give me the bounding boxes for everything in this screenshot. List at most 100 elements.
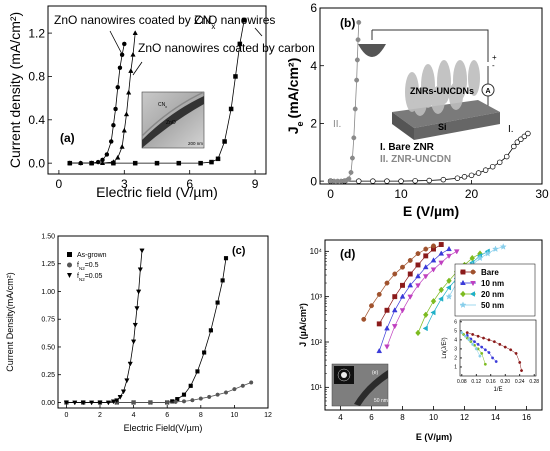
panel-b-ylabel-main: J — [285, 126, 301, 134]
panel-d-series-2-point — [422, 264, 429, 270]
panel-b-series-1-point — [348, 170, 354, 175]
panel-a-series-1-point — [128, 68, 134, 73]
panel-d-series-6-point — [499, 243, 507, 250]
panel-c-series-1-point — [173, 399, 178, 404]
panel-c-series-1-point — [215, 392, 220, 397]
panel-c-series-2-point — [110, 399, 117, 405]
panel-a-ytick-label: 1.2 — [28, 26, 45, 40]
panel-a-arrow-carbon — [132, 61, 143, 76]
panel-d-series-3-point — [384, 344, 390, 350]
panel-d-legend-marker — [459, 301, 467, 308]
panel-c-series-2-point — [137, 267, 143, 273]
panel-c-series-1-point — [148, 400, 153, 405]
panel-c-series-2-point — [72, 400, 78, 406]
panel-c-legend-fn2-05: fN2=0.5 — [77, 262, 99, 271]
panel-d-inset-series-0-point — [471, 333, 475, 336]
panel-c-series-2-point — [130, 339, 137, 345]
panel-d-series — [361, 242, 507, 354]
panel-d-inset-xtick-label: 0.20 — [500, 379, 510, 385]
panel-d-xtick-label: 4 — [338, 413, 343, 422]
panel-d-label: (d) — [340, 247, 355, 261]
panel-d-legend-label: Bare — [481, 268, 499, 277]
panel-d-series-2-point — [407, 282, 414, 288]
panel-d-series-4-point — [438, 286, 444, 294]
panel-c-series-1-point — [190, 398, 195, 403]
panel-b-ylabel: Je (mA/cm²) — [285, 58, 305, 134]
panel-c-series-1-point — [232, 387, 237, 392]
panel-a-series-1-point — [126, 89, 132, 95]
panel-c-xtick-label: 8 — [199, 412, 203, 419]
panel-d-legend-label: 50 nm — [481, 301, 504, 310]
panel-d-xtick-label: 10 — [429, 413, 438, 422]
panel-c-xtick-label: 0 — [64, 412, 68, 419]
panel-d-series-3-point — [407, 294, 414, 300]
panel-d-ytick-label: 10⁴ — [310, 247, 323, 256]
panel-c-series-2-point — [127, 361, 133, 367]
panel-d-inset-series-0-point — [520, 369, 523, 373]
panel-c-series-0-point — [215, 300, 220, 305]
panel-c-series-1-point — [223, 390, 229, 395]
panel-d-series-3-point — [446, 253, 452, 260]
panel-a-ytick-label: 0.8 — [28, 70, 45, 84]
panel-d-ylabel: J (µA/cm²) — [298, 303, 308, 347]
panel-d-inset-ylabel: Ln(J/E²) — [442, 337, 448, 358]
panel-d-xtick-label: 6 — [369, 413, 374, 422]
panel-c-series-1-point — [240, 383, 245, 388]
panel-d-series-3-point — [415, 283, 421, 289]
panel-b-series-0-point — [496, 159, 503, 166]
panel-c-series — [63, 248, 254, 406]
panel-a-series-label-carbon: ZnO nanowires coated by carbon — [138, 41, 315, 55]
panel-a-series-2-point — [237, 41, 243, 47]
panel-b-legend-ii: II. ZNR-UNCDN — [380, 154, 451, 165]
panel-d-xtick-label: 16 — [522, 413, 531, 422]
panel-a-inset-label-cnx: CNx — [158, 102, 167, 109]
panel-d-inset-series-2-point — [483, 362, 487, 366]
panel-a-series-1-point — [119, 143, 125, 149]
panel-a-series-2-point — [233, 74, 238, 79]
panel-d-series-4-point — [430, 297, 437, 305]
panel-c-series-2-point — [139, 248, 145, 254]
panel-a-series-2-point — [241, 17, 247, 23]
panel-b-series-0-point — [412, 178, 418, 184]
panel-c-series-0-point — [223, 256, 229, 261]
panel-d-series-3-point — [430, 267, 437, 273]
panel-d-series-1-point — [376, 291, 382, 297]
panel-a-series-0-point — [108, 139, 114, 144]
panel-b-ylabel-sub: e — [295, 121, 305, 126]
panel-d-legend-label: 20 nm — [481, 290, 504, 299]
panel-d-inset-series-2-point — [480, 351, 484, 355]
panel-b-series-0-point — [489, 163, 496, 170]
panel-c: 0 2 4 6 8 10 12 0.00 0.25 0.50 0.75 1.00 1.25 1.50 (c… — [5, 233, 272, 433]
panel-d-legend-marker — [470, 280, 476, 287]
panel-c-series-2-point — [63, 400, 70, 406]
panel-d-series-1-point — [361, 316, 367, 322]
panel-a-series-1-point — [123, 111, 130, 117]
panel-d-inset-series-0-point — [498, 342, 502, 346]
panel-d-inset-frame — [459, 319, 537, 377]
panel-d-series-5-point — [430, 309, 436, 316]
panel-d-legend-marker — [470, 269, 476, 275]
panel-d-series-2-point — [446, 245, 452, 252]
panel-a-series-2-point — [154, 160, 160, 166]
panel-d-series-6-point — [476, 254, 484, 262]
panel-c-xtick-label: 4 — [132, 412, 136, 419]
panel-d-xlabel: E (V/µm) — [416, 432, 452, 442]
panel-a-inset-image: CNx ZnO 200 nm — [141, 91, 205, 149]
panel-b-short-label-i: I. — [508, 124, 514, 135]
panel-b-series-0-point — [426, 177, 432, 184]
panel-d-series-3-point — [391, 324, 398, 330]
panel-a-ticks: 0 3 6 9 0.0 0.4 0.8 1.2 — [28, 26, 258, 191]
panel-d-ytick-label: 10³ — [310, 292, 322, 301]
panel-d-series-3-line — [386, 251, 457, 347]
panel-d-inset-xtick-label: 0.24 — [515, 379, 525, 385]
panel-c-series-2-point — [97, 400, 103, 406]
panel-b-series-1-point — [349, 155, 355, 161]
panel-c-series-2-point — [114, 398, 120, 404]
panel-d-series-2-line — [378, 248, 450, 352]
panel-a-series-0-point — [104, 152, 110, 157]
panel-a-xlabel: Electric field (V/µm) — [96, 184, 218, 200]
panel-c-series-2-point — [134, 306, 140, 312]
panel-b-series-0-point — [511, 143, 517, 150]
panel-c-series-1-line — [66, 382, 252, 403]
